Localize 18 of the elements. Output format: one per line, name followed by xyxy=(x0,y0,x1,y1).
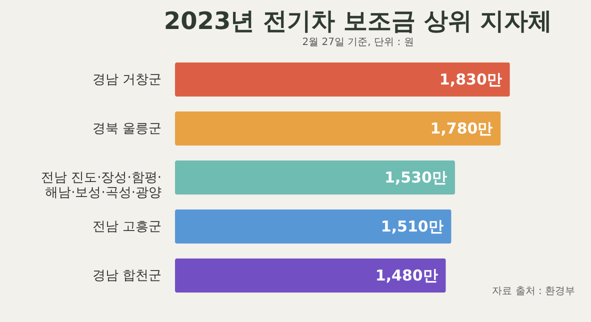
y-tick-label: 전남 진도·장성·함평· 해남·보성·곡성·광양 xyxy=(40,170,162,200)
data-label: 1,530만 xyxy=(384,168,447,186)
data-label: 1,480만 xyxy=(375,266,438,284)
bar xyxy=(175,160,455,195)
chart-subtitle: 2월 27일 기준, 단위 : 원 xyxy=(302,37,414,48)
y-tick-label: 경북 울릉군 xyxy=(92,122,162,136)
chart-title: 2023년 전기차 보조금 상위 지자체 xyxy=(164,7,552,35)
bar xyxy=(175,209,452,244)
bar xyxy=(175,111,501,146)
data-label: 1,830만 xyxy=(439,70,502,88)
y-tick-label: 경남 합천군 xyxy=(92,268,162,284)
y-tick-label: 전남 고흥군 xyxy=(92,220,162,234)
bar xyxy=(175,258,446,293)
bar xyxy=(175,62,510,97)
data-label: 1,510만 xyxy=(380,218,444,236)
y-tick-label: 경남 거창군 xyxy=(92,72,162,88)
data-label: 1,780만 xyxy=(430,120,493,138)
annotation: 자료 출처 : 환경부 xyxy=(492,286,575,297)
